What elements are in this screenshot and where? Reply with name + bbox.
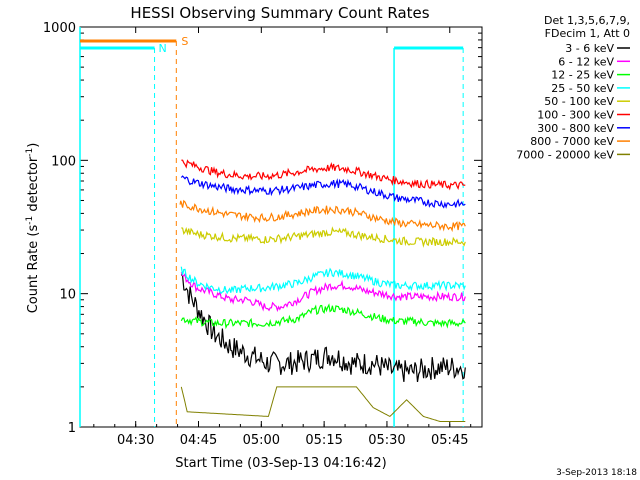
x-axis: 04:30 04:45 05:00 05:15 05:30 05:45 — [93, 27, 472, 448]
series-line-7 — [179, 199, 466, 233]
legend-label: 800 - 7000 keV — [530, 135, 614, 148]
legend-label: 300 - 800 keV — [537, 122, 614, 135]
y-axis-title-mid: detector — [26, 156, 41, 216]
series-line-1 — [180, 272, 466, 313]
series-line-8 — [180, 386, 466, 422]
series-line-2 — [180, 303, 466, 330]
legend: Det 1,3,5,6,7,9, FDecim 1, Att 0 3 - 6 k… — [516, 14, 630, 161]
y-axis-title: Count Rate (s-1 detector-1) — [25, 143, 41, 314]
y-tick-label: 100 — [51, 154, 76, 169]
timestamp: 3-Sep-2013 18:18 — [556, 468, 637, 478]
x-tick-label: 04:30 — [117, 433, 154, 448]
overlays: SN — [79, 27, 464, 427]
x-tick-label: 05:15 — [305, 433, 342, 448]
x-tick-label: 05:00 — [243, 433, 280, 448]
legend-label: 12 - 25 keV — [551, 69, 614, 82]
series-line-3 — [180, 266, 466, 295]
y-tick-label: 10 — [59, 288, 76, 303]
legend-label: 6 - 12 keV — [558, 55, 614, 68]
y-axis-title-sup2: -1 — [25, 148, 35, 157]
plot-frame — [79, 26, 483, 428]
y-tick-label: 1 — [68, 421, 76, 436]
legend-label: 100 - 300 keV — [537, 109, 614, 122]
legend-label: 25 - 50 keV — [551, 82, 614, 95]
x-tick-label: 05:45 — [431, 433, 468, 448]
chart-title: HESSI Observing Summary Count Rates — [130, 4, 429, 22]
y-axis-title-main: Count Rate (s — [26, 225, 41, 314]
x-axis-title: Start Time (03-Sep-13 04:16:42) — [175, 456, 386, 471]
y-axis: 1 10 100 1000 — [43, 21, 482, 436]
legend-label: 3 - 6 keV — [565, 42, 614, 55]
series-line-6 — [180, 175, 466, 209]
y-axis-title-end: ) — [26, 143, 41, 148]
series-line-4 — [181, 226, 466, 248]
saa-label: S — [181, 35, 188, 48]
legend-label: 7000 - 20000 keV — [516, 148, 614, 161]
legend-label: 50 - 100 keV — [544, 95, 614, 108]
series-line-0 — [180, 274, 466, 382]
legend-header-2: FDecim 1, Att 0 — [545, 27, 630, 40]
series-group — [179, 159, 466, 422]
x-tick-label: 05:30 — [368, 433, 405, 448]
y-axis-title-sup1: -1 — [25, 216, 35, 225]
series-line-5 — [181, 159, 466, 191]
x-tick-label: 04:45 — [180, 433, 217, 448]
night-label: N — [159, 42, 167, 55]
y-tick-label: 1000 — [43, 21, 76, 36]
legend-header-1: Det 1,3,5,6,7,9, — [544, 14, 630, 27]
